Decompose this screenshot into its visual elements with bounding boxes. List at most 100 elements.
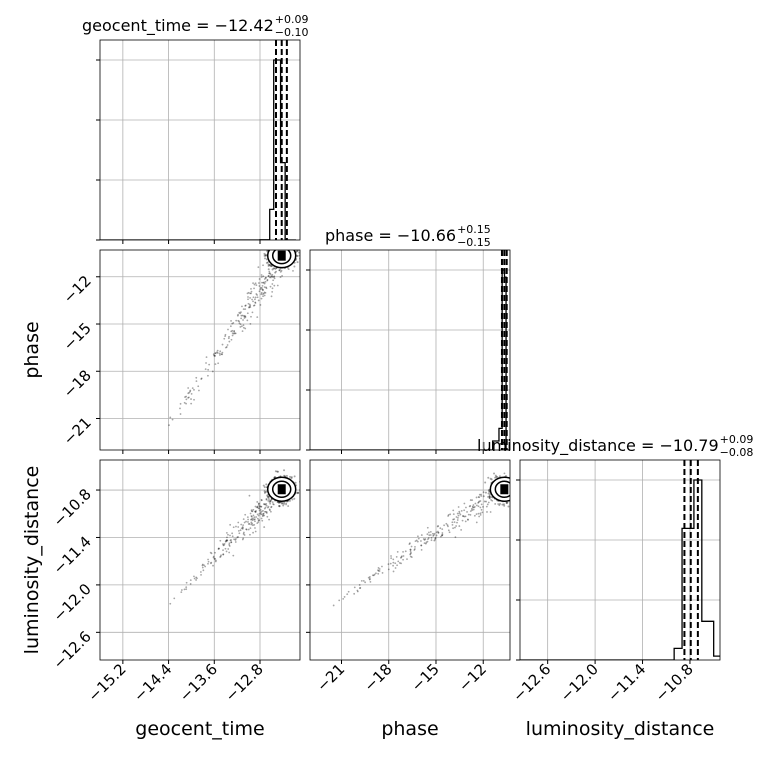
scatter-point [227,328,229,331]
scatter-point [375,572,377,575]
scatter-point [434,537,437,539]
scatter-point [246,312,249,315]
scatter-point [472,504,475,506]
scatter-point [240,523,243,526]
scatter-point [282,504,285,507]
scatter-point [187,396,190,399]
scatter-point [431,532,434,535]
scatter-point [168,424,170,427]
title-phase-value: −10.66 [397,226,456,245]
scatter-point [279,270,282,273]
scatter-point [409,552,412,555]
scatter-point [484,491,487,494]
scatter-point [240,311,242,314]
scatter-point [249,512,252,515]
scatter-point [252,531,254,534]
scatter-point [256,506,259,509]
scatter-point [267,495,270,498]
scatter-point [262,293,264,296]
scatter-point [263,281,265,284]
scatter-point [266,494,269,497]
scatter-point [263,492,266,494]
scatter-point [478,515,481,518]
scatter-point [516,494,518,496]
scatter-point [211,370,214,373]
title-geocent-time-upper: +0.09 [275,13,309,26]
scatter-point [255,509,257,512]
scatter-point [270,505,273,508]
scatter-point [511,485,513,487]
scatter-point [265,286,268,289]
scatter-point [195,579,197,581]
scatter-point [402,558,404,561]
scatter-point [253,283,256,286]
scatter-point [243,315,245,317]
scatter-point [281,242,283,244]
scatter-point [484,481,487,484]
scatter-point [246,292,249,295]
scatter-point [189,390,192,393]
hist-panel-luminosity-distance [516,459,721,664]
contour-outer [489,476,510,502]
scatter-point [261,281,263,284]
scatter-point [268,501,271,503]
scatter-point [252,508,255,511]
scatter-point [231,535,234,538]
scatter-point [429,530,432,533]
scatter-point [250,292,252,295]
scatter-point [414,545,416,548]
scatter-point [179,402,182,405]
scatter-point [506,501,509,504]
scatter-point [510,487,512,489]
scatter-point [230,330,233,333]
scatter-point [290,476,293,479]
scatter-point [298,251,300,254]
scatter-point [515,485,517,487]
scatter-point [202,569,205,572]
scatter-point [262,281,265,284]
scatter-point [371,574,374,577]
scatter-point [230,541,233,544]
scatter-point [276,243,278,245]
scatter-point [472,508,475,511]
scatter-point [266,279,269,282]
hist-content [520,460,720,660]
scatter-point [257,266,260,269]
scatter-point [269,500,272,503]
scatter-point [511,482,513,484]
scatter-point [458,510,461,513]
scatter-point [254,282,257,285]
scatter-point [224,333,227,336]
scatter-point [507,505,510,508]
scatter-point [432,535,435,537]
scatter-point [424,542,427,545]
y-label-luminosity-distance: luminosity_distance [21,466,43,655]
scatter-point [212,353,215,356]
scatter-point [512,485,514,487]
scatter-point [296,250,299,252]
scatter-point [242,533,245,535]
scatter-point [513,480,515,482]
scatter-point [394,567,397,569]
scatter-point [445,522,448,525]
scatter-point [283,502,286,505]
scatter-point [258,290,261,293]
density-peak [277,250,286,261]
scatter-point [278,269,281,272]
scatter-point [515,485,517,487]
scatter-point [512,496,514,498]
x-tick-label-luminosity-distance: −11.4 [604,660,649,705]
scatter-point [511,484,513,486]
scatter-point [242,308,245,311]
scatter-point [342,597,345,600]
scatter-point [457,506,460,508]
contour-inner [494,480,510,498]
scatter-point [234,541,237,543]
scatter-point [470,507,473,510]
scatter-point [400,556,403,559]
scatter-point [254,301,257,304]
scatter-point [242,319,244,321]
scatter-point [236,314,239,317]
scatter-point [190,398,192,400]
scatter-point [280,247,282,249]
